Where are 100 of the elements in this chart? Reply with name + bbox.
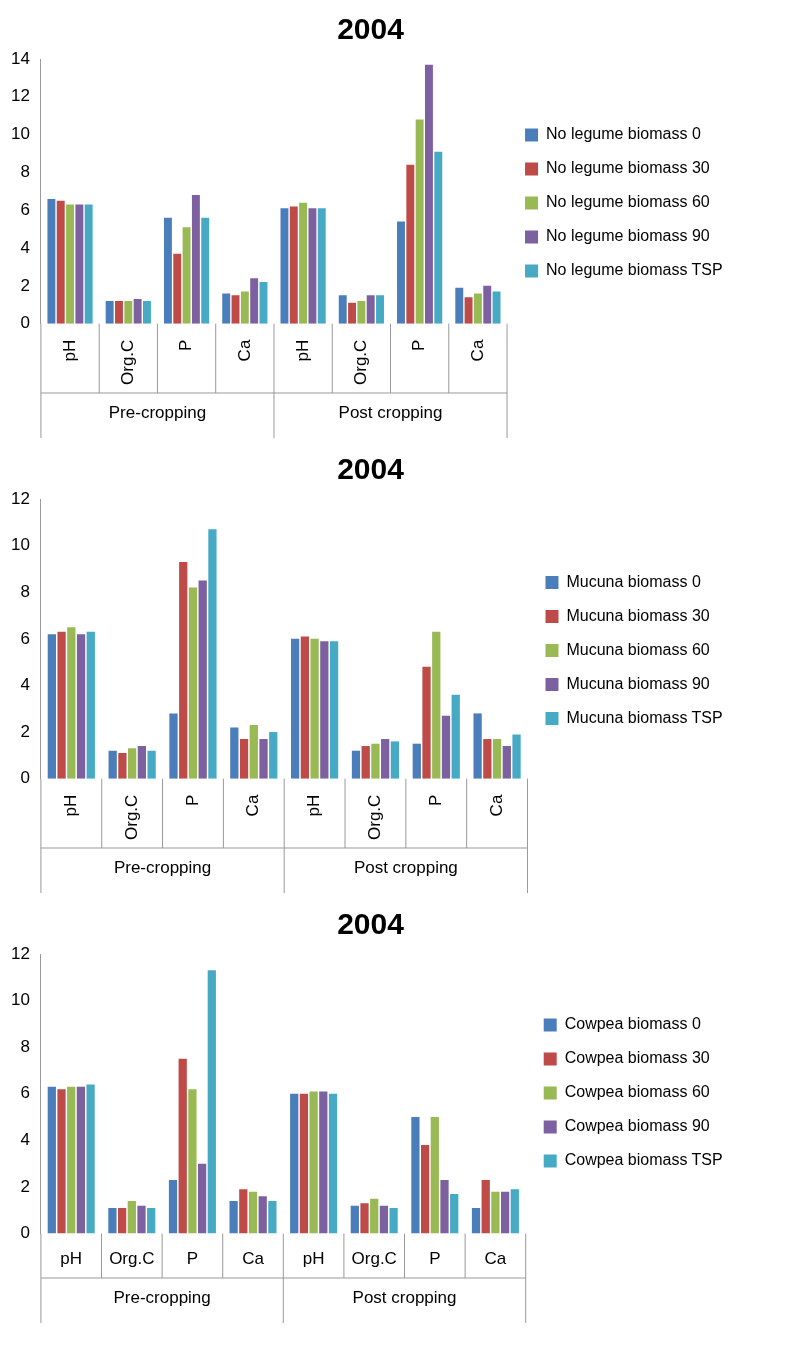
bar bbox=[440, 1180, 449, 1234]
text: Post cropping bbox=[353, 857, 458, 877]
y-tick-label: 0 bbox=[20, 313, 30, 333]
bar bbox=[86, 1084, 95, 1234]
bar bbox=[201, 217, 210, 324]
bar bbox=[108, 1207, 117, 1234]
bar bbox=[137, 1205, 146, 1234]
chart-title: 2004 bbox=[337, 907, 405, 941]
bar bbox=[76, 1086, 86, 1234]
bar bbox=[127, 1200, 136, 1234]
x-tick-label: Org.C bbox=[121, 794, 141, 840]
bar bbox=[147, 1207, 156, 1234]
bar bbox=[76, 634, 86, 779]
bar bbox=[329, 641, 339, 779]
y-tick-label: 4 bbox=[20, 237, 30, 257]
bar bbox=[500, 1191, 510, 1234]
bar bbox=[128, 748, 137, 779]
bar bbox=[208, 529, 217, 779]
bar bbox=[66, 204, 74, 324]
bar bbox=[351, 750, 361, 779]
bar bbox=[115, 300, 123, 324]
x-tick-label: pH bbox=[61, 794, 81, 817]
y-tick-label: 10 bbox=[10, 535, 30, 555]
bar bbox=[425, 64, 433, 324]
y-tick-label: 2 bbox=[20, 1176, 30, 1196]
bar bbox=[376, 295, 384, 324]
bar bbox=[133, 299, 142, 324]
y-tick-label: 12 bbox=[10, 943, 30, 963]
bar bbox=[434, 151, 443, 324]
x-tick-label: Org.C bbox=[109, 1249, 155, 1269]
bar bbox=[420, 1145, 430, 1234]
bar bbox=[473, 713, 482, 779]
legend-label: No legume biomass 0 bbox=[546, 125, 701, 143]
y-tick-label: 6 bbox=[20, 1083, 30, 1103]
x-tick-label: Ca bbox=[234, 339, 254, 362]
bar bbox=[310, 638, 319, 779]
bar bbox=[289, 206, 298, 324]
bar bbox=[86, 631, 95, 779]
bar bbox=[299, 1093, 309, 1234]
bar bbox=[182, 227, 191, 324]
bar bbox=[108, 750, 117, 779]
legend-label: Mucuna biomass 0 bbox=[566, 572, 701, 590]
bar bbox=[464, 297, 473, 324]
bar bbox=[124, 300, 133, 324]
bar bbox=[147, 750, 156, 779]
text: Pre-cropping bbox=[113, 1287, 211, 1307]
bar bbox=[269, 732, 278, 779]
bar bbox=[229, 1200, 238, 1234]
bar bbox=[230, 727, 239, 779]
bar bbox=[320, 641, 329, 779]
text: Pre-cropping bbox=[113, 857, 212, 877]
y-tick-label: 4 bbox=[20, 675, 30, 695]
x-tick-label: pH bbox=[292, 339, 312, 362]
bar bbox=[240, 291, 249, 324]
bar bbox=[338, 295, 347, 324]
bar bbox=[47, 1086, 56, 1234]
bar bbox=[178, 1058, 187, 1234]
x-tick-label: Ca bbox=[242, 1249, 265, 1269]
bar bbox=[317, 208, 326, 324]
x-tick-label: Org.C bbox=[365, 794, 385, 840]
chart-title: 2004 bbox=[337, 12, 405, 46]
bar bbox=[188, 587, 198, 779]
x-tick-label: pH bbox=[60, 1249, 83, 1269]
y-tick-label: 2 bbox=[20, 721, 30, 741]
bar bbox=[370, 1198, 379, 1234]
bar bbox=[300, 636, 310, 779]
bar bbox=[361, 746, 370, 779]
bar bbox=[137, 746, 147, 779]
bar bbox=[191, 195, 200, 324]
bar bbox=[188, 1089, 197, 1234]
x-tick-label: pH bbox=[59, 339, 79, 362]
bar bbox=[491, 1191, 500, 1234]
bar bbox=[348, 302, 357, 324]
legend-label: Cowpea biomass 30 bbox=[564, 1049, 710, 1067]
y-tick-label: 8 bbox=[20, 581, 30, 601]
y-tick-label: 6 bbox=[20, 628, 30, 648]
bar bbox=[163, 217, 172, 324]
legend-label: Cowpea biomass 60 bbox=[564, 1083, 710, 1101]
bar bbox=[371, 743, 380, 779]
bar bbox=[319, 1091, 328, 1234]
bar bbox=[381, 739, 390, 779]
legend-label: No legume biomass 90 bbox=[546, 227, 710, 245]
bar bbox=[390, 741, 400, 779]
bar bbox=[411, 1117, 420, 1234]
bar bbox=[299, 202, 308, 324]
bar bbox=[441, 715, 451, 779]
legend-label: No legume biomass 60 bbox=[546, 193, 710, 211]
bar bbox=[239, 739, 249, 779]
y-tick-label: 10 bbox=[10, 124, 30, 144]
bar bbox=[406, 164, 415, 324]
legend-label: Mucuna biomass 90 bbox=[566, 674, 710, 692]
bar bbox=[222, 293, 231, 324]
bar bbox=[308, 208, 317, 324]
bar bbox=[512, 734, 521, 779]
bar bbox=[179, 561, 188, 779]
bar bbox=[481, 1180, 490, 1234]
bar bbox=[450, 1193, 459, 1234]
y-tick-label: 0 bbox=[20, 1223, 30, 1243]
bar bbox=[47, 634, 56, 779]
bar bbox=[366, 295, 375, 324]
